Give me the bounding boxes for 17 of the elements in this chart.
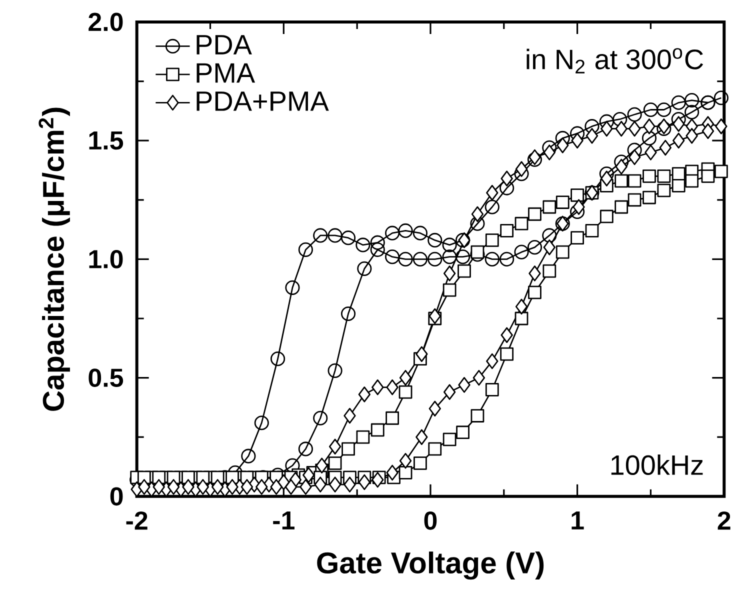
y-tick-label: 1.5 — [89, 131, 124, 150]
annotation: 100kHz — [611, 454, 703, 475]
legend-label: PMA — [196, 63, 256, 82]
x-tick-label: 0 — [424, 511, 437, 530]
y-tick-label: 0 — [110, 487, 123, 506]
x-tick-label: -2 — [126, 511, 148, 530]
x-tick-label: -1 — [273, 511, 294, 530]
x-axis-title: Gate Voltage (V) — [317, 551, 544, 580]
y-tick-label: 0.5 — [88, 368, 124, 387]
y-tick-label: 2.0 — [88, 12, 123, 32]
x-tick-label: 2 — [718, 511, 730, 530]
y-axis-title: Capacitance (μF/cm$^{2}$) — [38, 108, 70, 411]
legend-label: PDA+PMA — [196, 91, 329, 111]
legend-label: PDA — [196, 34, 252, 54]
y-tick-label: 1.0 — [89, 250, 123, 268]
x-tick-label: 1 — [572, 511, 584, 530]
annotation: in N$_{2}$ at 300$^{o}$C — [526, 48, 704, 74]
